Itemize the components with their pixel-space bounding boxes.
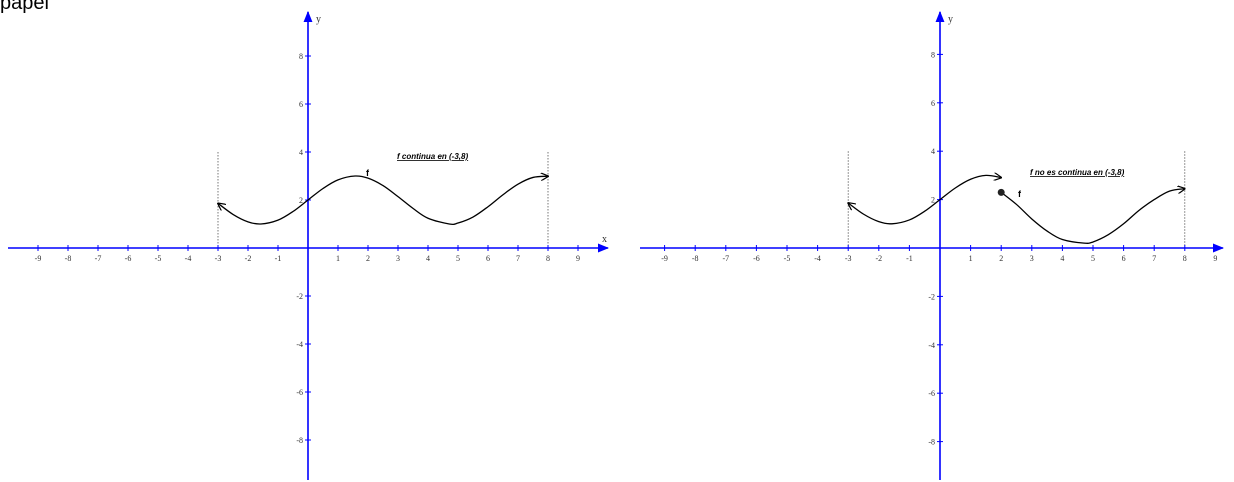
x-tick-label: -2 [875,254,882,263]
x-tick-label: 1 [336,254,340,263]
y-tick-label: 6 [299,100,303,109]
page-top-text: papel [0,0,49,14]
x-tick-label: 1 [969,254,973,263]
x-tick-label: 7 [1152,254,1156,263]
y-tick-label: -8 [928,438,935,447]
x-tick-label: 9 [1213,254,1217,263]
y-tick-label: 6 [931,99,935,108]
x-tick-label: 4 [426,254,430,263]
y-tick-label: 8 [931,50,935,59]
y-tick-label: -6 [296,388,303,397]
x-tick-label: -8 [65,254,72,263]
continuity-annotation: f continua en (-3,8) [397,152,468,161]
chart-panel-2: -9 -8 -7 -6 -5 -4 -3 -2 -1 1 2 3 4 5 6 7 8 98642-2-4-6-8y… [640,10,1225,480]
x-tick-label: 5 [1091,254,1095,263]
function-curve-1 [218,176,548,226]
y-tick-label: 4 [299,148,303,157]
x-tick-label: -3 [845,254,852,263]
x-tick-label: 8 [1183,254,1187,263]
x-tick-label: 3 [396,254,400,263]
function-curve-1 [848,175,1001,225]
x-tick-label: -5 [155,254,162,263]
y-tick-label: 8 [299,52,303,61]
function-label: f [366,168,370,178]
x-tick-label: -1 [275,254,282,263]
x-tick-label: -9 [35,254,42,263]
closed-endpoint [997,188,1005,196]
x-tick-label: -4 [814,254,821,263]
x-tick-label: -4 [185,254,192,263]
continuity-annotation: f no es continua en (-3,8) [1030,168,1125,177]
y-tick-label: -2 [296,292,303,301]
function-curve-2 [1000,189,1185,244]
y-tick-label: -4 [928,341,935,350]
x-tick-label: 2 [366,254,370,263]
x-tick-label: 7 [516,254,520,263]
x-tick-label: -5 [784,254,791,263]
x-tick-label: -6 [753,254,760,263]
x-tick-label: 3 [1030,254,1034,263]
y-tick-label: -2 [928,292,935,301]
chart-panel-1: -9 -8 -7 -6 -5 -4 -3 -2 -1 1 2 3 4 5 6 7 8 98642-2-4-6-8y… [8,10,610,480]
y-axis-label: y [316,14,321,25]
y-tick-label: -8 [296,436,303,445]
x-tick-label: 2 [999,254,1003,263]
x-tick-label: 5 [456,254,460,263]
y-tick-label: -6 [928,389,935,398]
x-tick-label: 6 [1122,254,1126,263]
x-tick-label: -7 [95,254,102,263]
x-tick-label: 8 [546,254,550,263]
x-tick-label: -8 [692,254,699,263]
y-tick-label: 4 [931,147,935,156]
x-tick-label: 9 [576,254,580,263]
y-tick-label: -4 [296,340,303,349]
x-tick-label: 4 [1060,254,1064,263]
x-tick-label: -2 [245,254,252,263]
x-tick-label: -6 [125,254,132,263]
x-axis-label: x [602,234,607,245]
x-tick-label: 6 [486,254,490,263]
x-tick-label: -7 [722,254,729,263]
x-tick-label: -1 [906,254,913,263]
x-tick-label: -9 [661,254,668,263]
x-tick-label: -3 [215,254,222,263]
y-axis-label: y [948,14,953,25]
function-label: f [1018,189,1022,199]
